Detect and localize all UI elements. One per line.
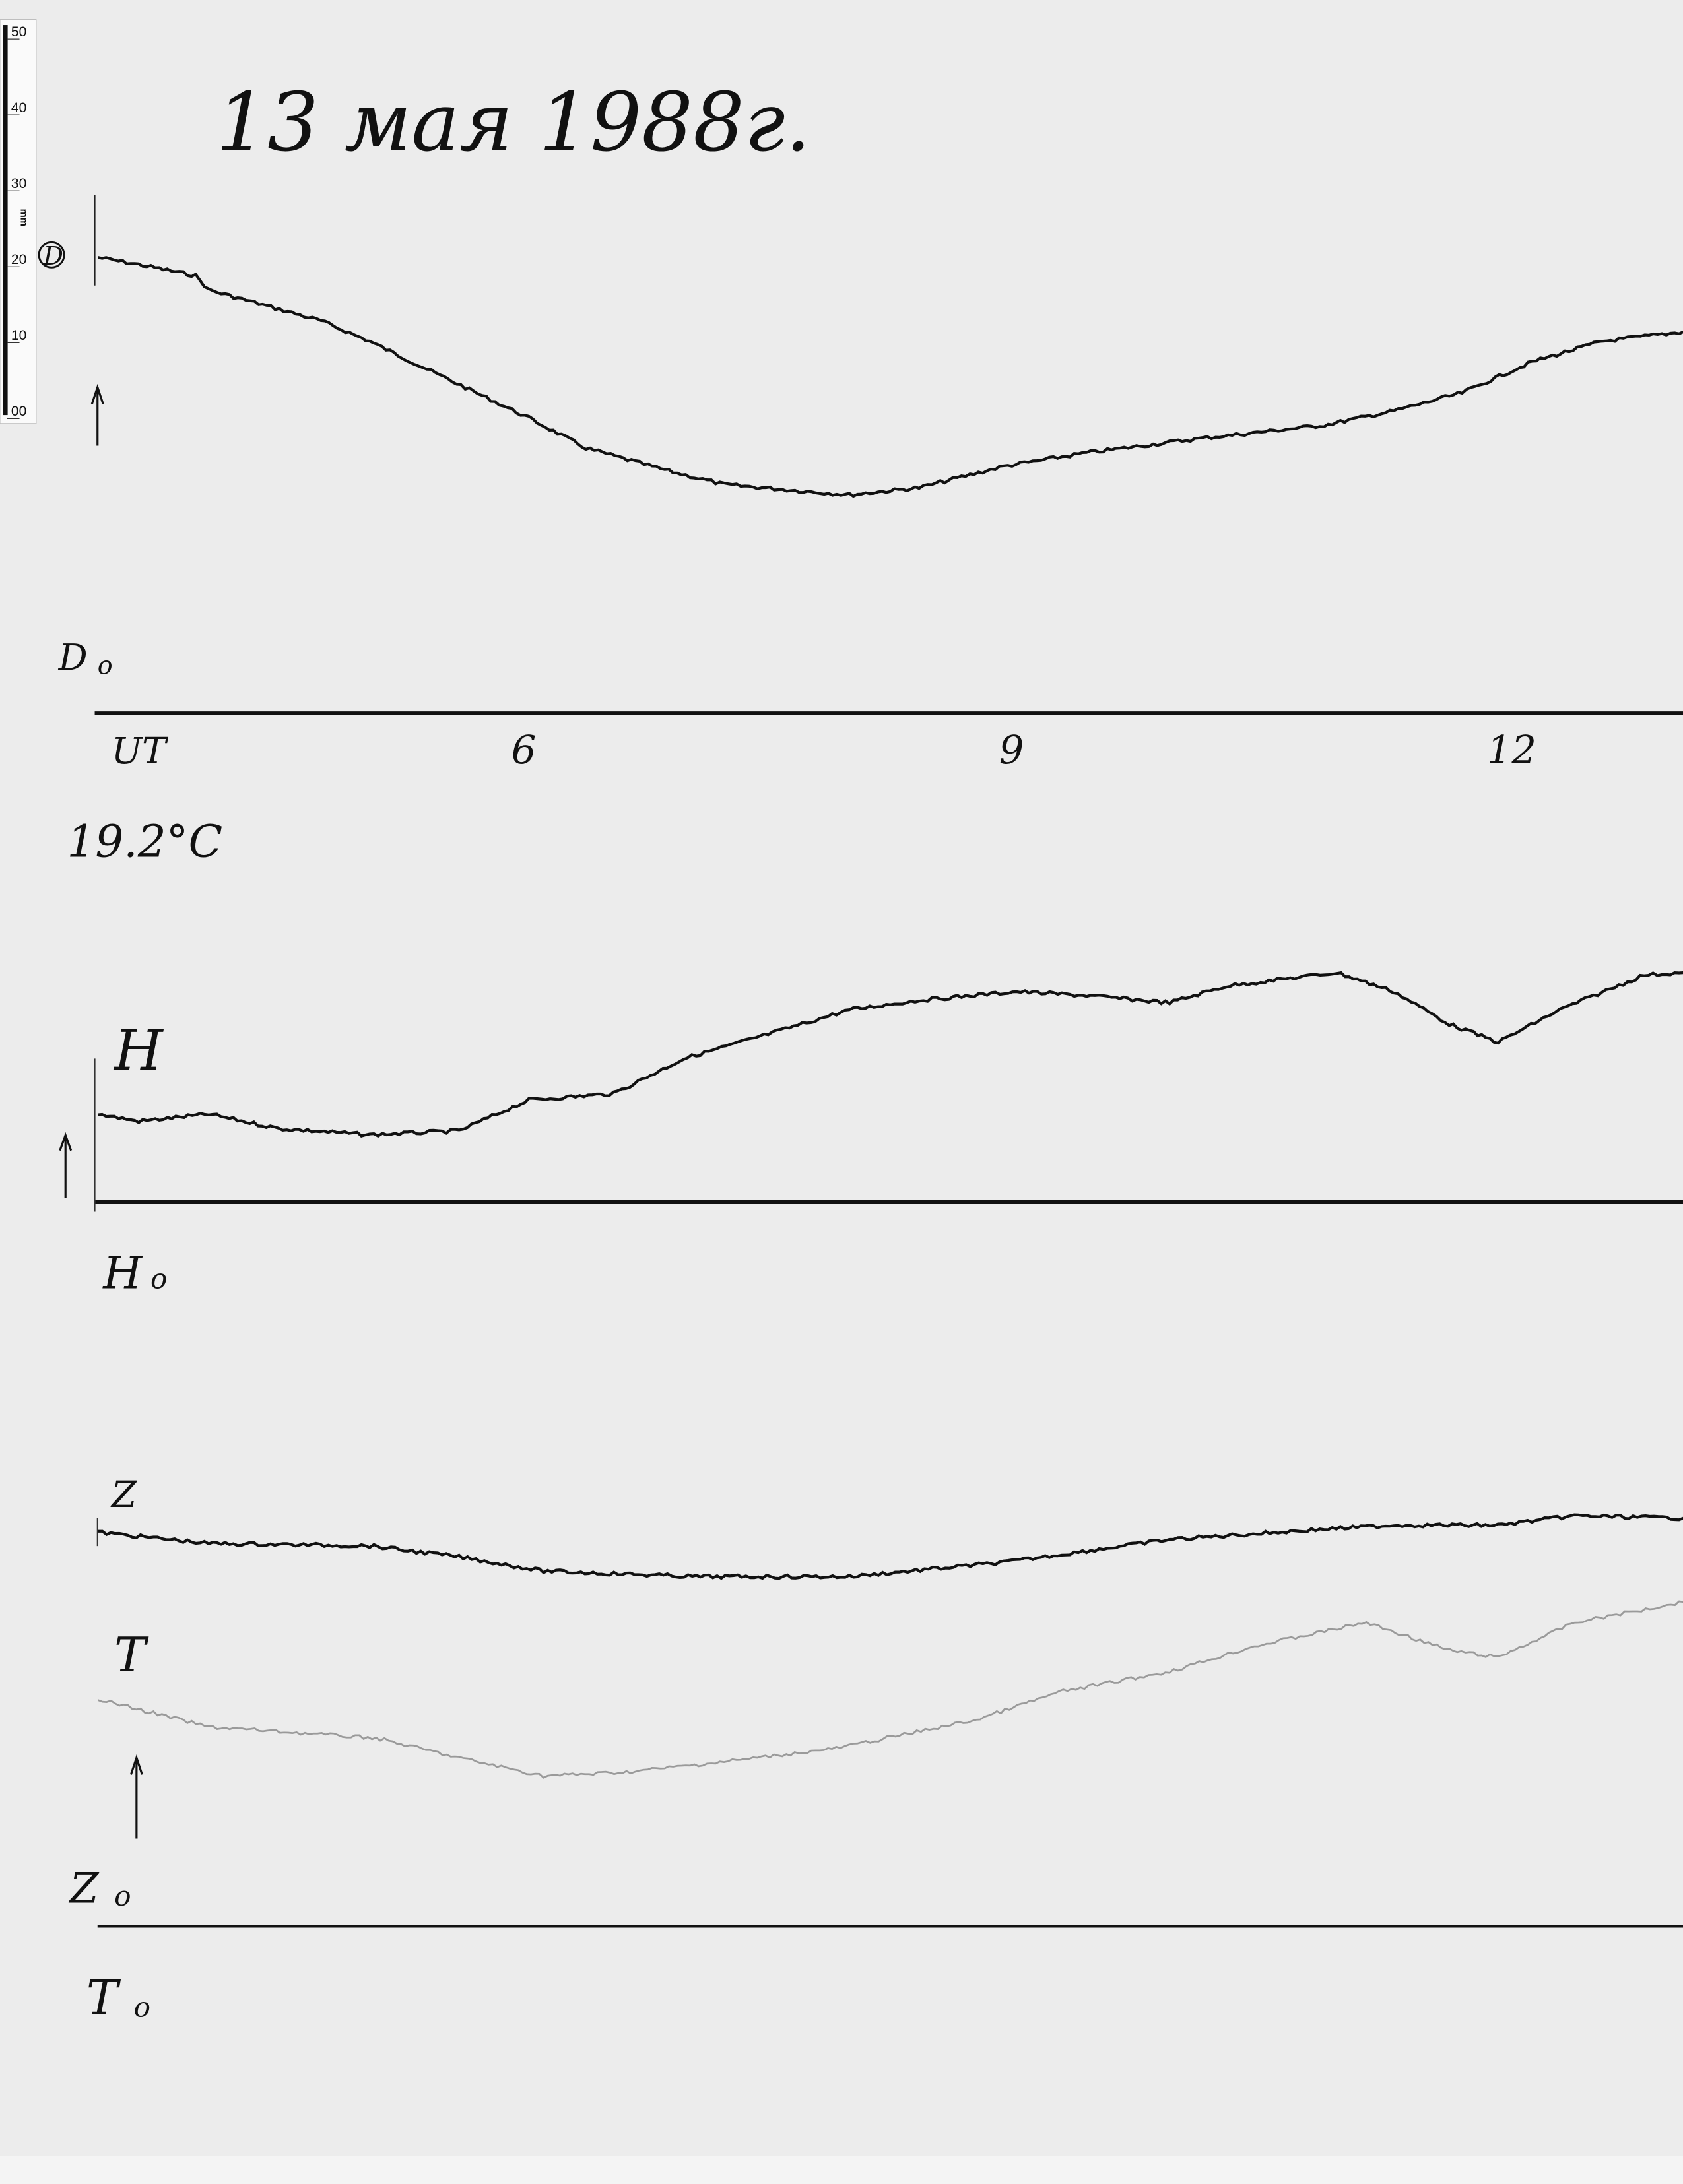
z0-sub: o (114, 1880, 131, 1912)
ruler-tick-label: 40 (11, 100, 26, 115)
ruler-tick-label: 10 (11, 328, 26, 343)
trace-t (98, 1600, 1683, 1779)
h0-sub: o (150, 1263, 167, 1295)
x-tick-label: 12 (1487, 727, 1536, 773)
d-arrow-icon (90, 383, 104, 446)
mm-ruler: 50 40 30 20 10 00 mm (0, 19, 37, 424)
t0-label: T (86, 1970, 121, 2025)
d0-sub: o (98, 651, 113, 680)
ruler-tick-label: 30 (11, 176, 26, 191)
ruler-tick-label: 20 (11, 252, 26, 267)
ut-label: UT (112, 730, 168, 772)
d0-label: D (58, 636, 88, 678)
x-tick-label: 6 (512, 727, 537, 773)
z0-label: Z (69, 1864, 100, 1913)
trace-z (98, 1513, 1683, 1580)
ruler-unit: mm (18, 209, 29, 226)
z-label: Z (110, 1473, 137, 1516)
d-label: D (42, 241, 63, 271)
h-label: H (113, 1018, 164, 1083)
h0-label: H (102, 1247, 143, 1299)
ruler-tick-label: 50 (11, 24, 26, 40)
t-label: T (114, 1627, 149, 1683)
chart-title: 13 мая 1988г. (216, 75, 811, 170)
h-arrow-icon (59, 1132, 73, 1198)
temperature-label: 19.2°C (67, 815, 222, 867)
x-tick-label: 9 (999, 727, 1024, 773)
ruler-tick-label: 00 (11, 404, 26, 419)
trace-d (98, 256, 1683, 498)
trace-h (98, 971, 1683, 1138)
t-arrow-icon (129, 1754, 143, 1839)
d-label-circle (38, 241, 65, 269)
t0-sub: o (134, 1991, 150, 2024)
